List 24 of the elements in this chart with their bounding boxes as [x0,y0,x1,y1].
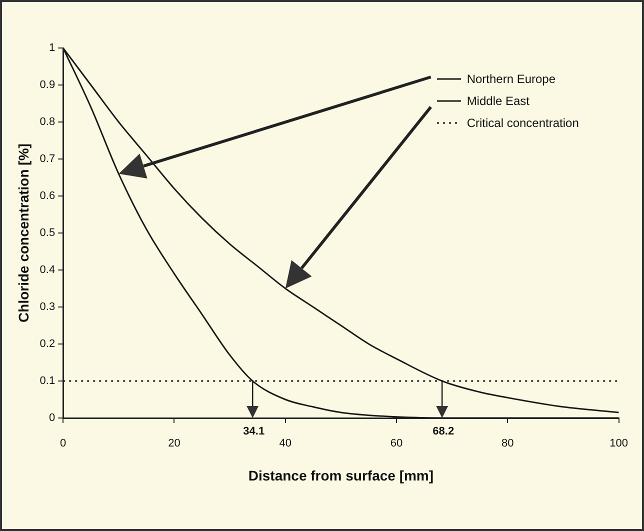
x-tick-label: 40 [279,438,292,450]
text: 34.1 [243,426,265,438]
y-tick-label: 0 [48,412,56,424]
y-tick-label: 0.7 [40,153,56,166]
y-tick-label: 0.5 [40,227,56,240]
x-axis-title: Distance from surface [mm] [248,467,434,484]
x-tick-label: 80 [502,438,514,450]
x-tick-label: 20 [168,438,180,450]
legend-label: Northern Europe [466,72,556,86]
y-tick-label: 0.1 [40,375,56,388]
y-tick-label: 1 [48,42,56,54]
y-tick-label: 0.6 [40,190,56,202]
legend-label: Middle East [466,94,530,108]
legend-label: Critical concentration [466,116,579,130]
y-tick-label: 0.2 [40,338,56,350]
x-tick-label: 100 [610,438,628,450]
y-tick-label: 0.9 [40,79,56,92]
x-tick-label: 60 [390,438,403,450]
y-axis-title: Chloride concentration [%] [15,144,32,322]
y-tick-label: 0.8 [40,116,56,128]
text: 68.2 [432,426,454,438]
y-tick-label: 0.3 [40,301,56,314]
y-tick-label: 0.4 [40,264,56,276]
x-tick-label: 0 [60,438,66,450]
